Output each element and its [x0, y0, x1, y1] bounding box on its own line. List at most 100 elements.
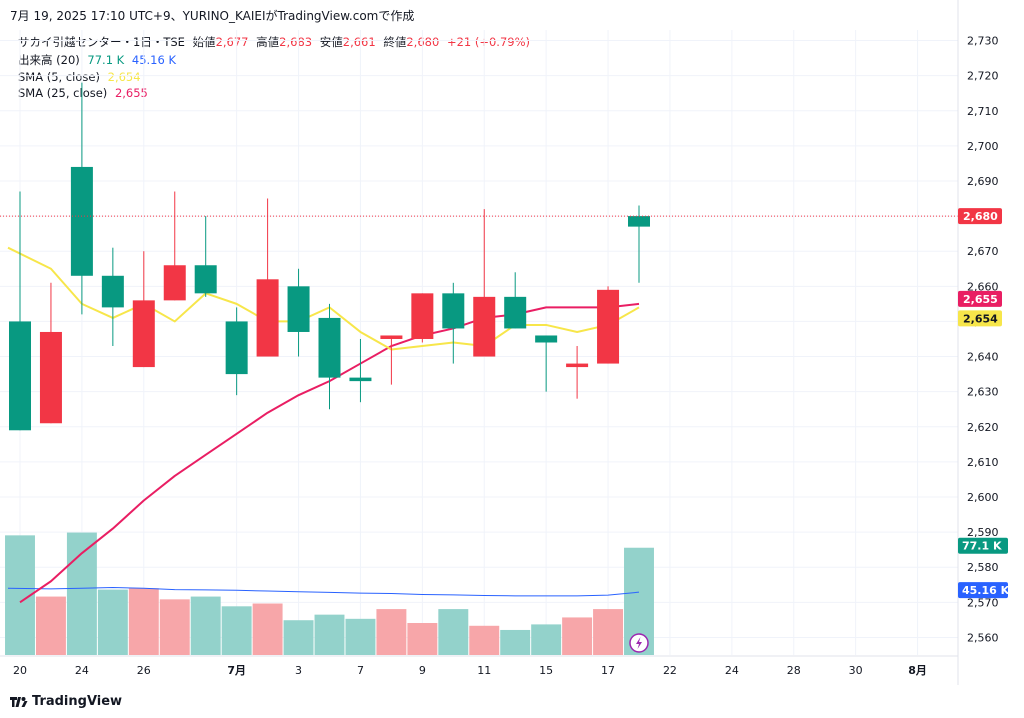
volume-ma-value: 45.16 K [131, 53, 177, 67]
price-tick-label: 2,690 [967, 175, 999, 188]
volume-bar [438, 609, 469, 655]
sma5-value: 2,654 [107, 70, 141, 84]
price-tick-label: 2,580 [967, 561, 999, 574]
tradingview-logo[interactable]: TradingView [10, 694, 122, 709]
volume-bar [314, 614, 345, 655]
sma5-label: SMA (5, close) [18, 70, 100, 84]
volume-bar [221, 606, 252, 655]
volume-bar [407, 623, 438, 655]
volume-bar [345, 618, 376, 655]
date-tick-label: 30 [849, 664, 863, 677]
date-tick-label: 7月 [227, 664, 246, 677]
price-tick-label: 2,570 [967, 596, 999, 609]
candle-body [566, 363, 589, 368]
candle-body [163, 265, 186, 301]
volume-bar [35, 596, 66, 655]
price-tick-label: 2,630 [967, 386, 999, 399]
candle-body [101, 275, 124, 308]
date-tick-label: 20 [13, 664, 27, 677]
candle-body [504, 296, 527, 329]
price-tick-label: 2,600 [967, 491, 999, 504]
volume-bar [531, 624, 562, 655]
sma25-label: SMA (25, close) [18, 86, 108, 100]
candle-body [318, 317, 341, 378]
volume-label: 77.1 K [962, 540, 1002, 553]
volume-bar [159, 599, 190, 655]
candle-body [132, 300, 155, 368]
symbol-title[interactable]: サカイ引越センター・1日・TSE [18, 35, 185, 49]
candle-body [628, 216, 650, 227]
close-label: 終値 [383, 35, 407, 49]
candles [0, 82, 958, 653]
date-tick-label: 28 [787, 664, 801, 677]
date-tick-label: 7 [357, 664, 364, 677]
date-tick-label: 8月 [908, 664, 927, 677]
high-value: 2,683 [279, 35, 313, 49]
volume-bar [97, 589, 128, 655]
legend-sma5[interactable]: SMA (5, close) 2,654 [18, 70, 145, 84]
price-tick-label: 2,660 [967, 280, 999, 293]
volume-value: 77.1 K [87, 53, 125, 67]
low-label: 安値 [319, 35, 343, 49]
axes: 2,730 2,720 2,710 2,700 2,690 2,680 2,670 2,660… [0, 0, 999, 685]
volume-label: 出来高 (20) [18, 53, 80, 67]
candle-body [442, 293, 465, 329]
date-tick-label: 11 [477, 664, 491, 677]
price-label: 2,654 [963, 312, 998, 325]
price-label-bg [958, 310, 1002, 327]
lightning-bolt [636, 637, 642, 649]
candle-body [473, 296, 496, 357]
date-tick-label: 3 [295, 664, 302, 677]
candle-body [70, 166, 93, 276]
candle-body [535, 335, 558, 343]
volume-bar [128, 588, 159, 655]
price-tick-label: 2,670 [967, 245, 999, 258]
legend-volume[interactable]: 出来高 (20) 77.1 K 45.16 K [18, 52, 180, 68]
volume-bar [593, 609, 624, 655]
sma25-value: 2,655 [114, 86, 148, 100]
volume-ma-line [7, 587, 640, 597]
date-tick-label: 26 [137, 664, 151, 677]
price-tick-label: 2,730 [967, 35, 999, 48]
legend-sma25[interactable]: SMA (25, close) 2,655 [18, 86, 152, 100]
price-label: 2,680 [963, 210, 998, 223]
volume-bar [66, 532, 97, 655]
price-tick-label: 2,590 [967, 526, 999, 539]
volume-bar [562, 617, 593, 655]
candle-body [380, 335, 403, 339]
volume-label: 45.16 K [962, 584, 1010, 597]
price-label-bg [958, 290, 1002, 307]
candle-body [597, 289, 620, 364]
price-label-bg [958, 208, 1002, 225]
volume-bar [252, 603, 283, 655]
candle-body [287, 286, 310, 332]
volume-label-bg [958, 537, 1008, 554]
volume-bar [469, 625, 500, 655]
date-tick-label: 17 [601, 664, 615, 677]
volume-bar [376, 609, 407, 655]
candle-body [194, 265, 217, 294]
volume-ma-line [7, 587, 640, 597]
tradingview-brand: TradingView [32, 694, 123, 709]
open-value: 2,677 [215, 35, 249, 49]
date-tick-label: 22 [663, 664, 677, 677]
volume-bars [5, 532, 654, 655]
price-tick-label: 2,710 [967, 105, 999, 118]
low-value: 2,661 [342, 35, 376, 49]
open-label: 始値 [192, 35, 216, 49]
high-label: 高値 [256, 35, 280, 49]
chart-caption: 7月 19, 2025 17:10 UTC+9、YURINO_KAIEIがTra… [10, 9, 415, 23]
candle-body [349, 377, 372, 382]
candle-body [39, 331, 62, 424]
candle-body [256, 279, 279, 357]
date-tick-label: 24 [75, 664, 89, 677]
change-value: +21 (+0.79%) [446, 35, 531, 49]
candle-body [411, 293, 434, 339]
date-tick-label: 9 [419, 664, 426, 677]
date-tick-label: 15 [539, 664, 553, 677]
volume-bar [190, 596, 221, 655]
legend-main: サカイ引越センター・1日・TSE 始値2,677 高値2,683 安値2,661… [18, 34, 534, 50]
price-tick-label: 2,720 [967, 70, 999, 83]
tradingview-logo-icon [10, 696, 28, 707]
